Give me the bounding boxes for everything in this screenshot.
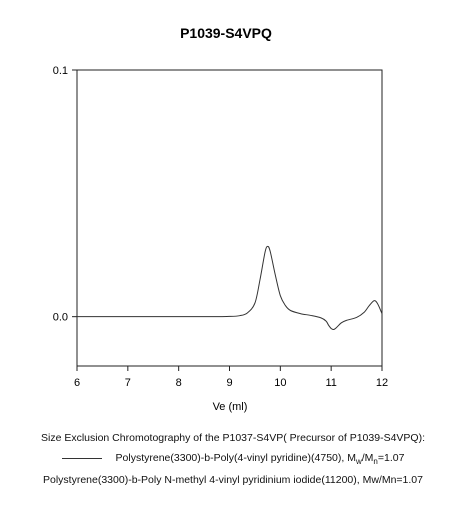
caption-line-1: Size Exclusion Chromotography of the P10… xyxy=(40,432,426,444)
y-tick-label-0.1: 0.1 xyxy=(53,65,68,77)
x-tick-label-12: 12 xyxy=(376,377,388,389)
x-tick-label-8: 8 xyxy=(176,377,182,389)
x-tick-label-9: 9 xyxy=(226,377,232,389)
series-line-0 xyxy=(76,245,383,331)
plot-frame xyxy=(76,69,383,367)
y-tick-label-0.0: 0.0 xyxy=(53,312,68,324)
x-tick-label-7: 7 xyxy=(125,377,131,389)
x-tick-label-10: 10 xyxy=(274,377,286,389)
x-axis-label: Ve (ml) xyxy=(213,401,248,413)
legend-line-sample xyxy=(61,457,102,459)
x-tick-label-6: 6 xyxy=(74,377,80,389)
caption-line-3: Polystyrene(3300)-b-Poly N-methyl 4-viny… xyxy=(42,474,423,486)
plot-area: 6 7 8 9 10 11 12 0.0 0.1 xyxy=(53,65,388,389)
chart-title: P1039-S4VPQ xyxy=(180,25,272,41)
caption-line-2: Polystyrene(3300)-b-Poly(4-vinyl pyridin… xyxy=(0,452,466,466)
legend-series-label: Polystyrene(3300)-b-Poly(4-vinyl pyridin… xyxy=(115,452,405,467)
x-tick-label-11: 11 xyxy=(325,377,336,389)
